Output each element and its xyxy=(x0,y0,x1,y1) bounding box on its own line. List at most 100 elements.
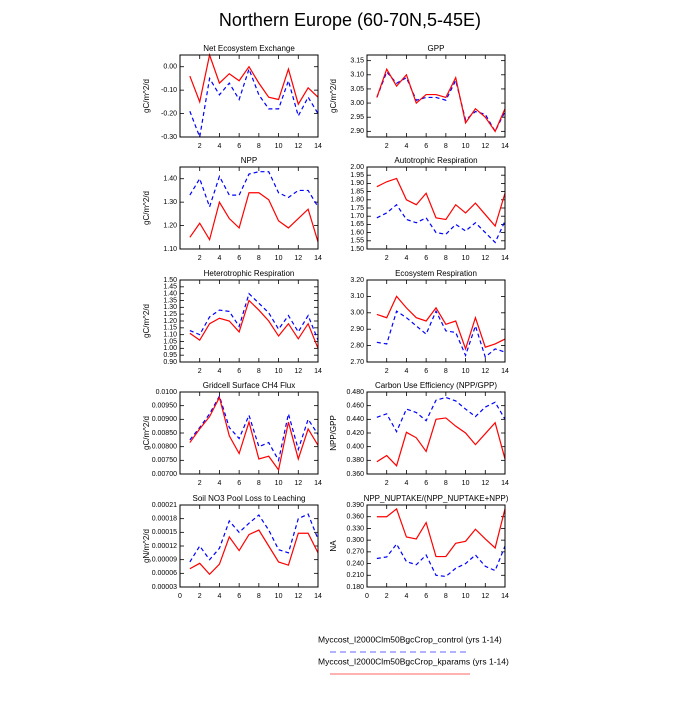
series-line xyxy=(189,171,319,209)
panel-title: Soil NO3 Pool Loss to Leaching xyxy=(193,494,306,503)
x-tick-label: 8 xyxy=(444,143,448,150)
y-tick-label: 3.20 xyxy=(350,277,364,284)
y-tick-label: 2.00 xyxy=(350,164,364,171)
y-tick-label: -0.10 xyxy=(161,87,177,94)
x-tick-label: 14 xyxy=(501,593,509,600)
x-tick-label: 8 xyxy=(257,143,261,150)
y-tick-label: 0.00950 xyxy=(152,403,177,410)
series-line xyxy=(376,507,506,558)
y-tick-label: 1.95 xyxy=(350,172,364,179)
x-tick-label: 14 xyxy=(314,368,322,375)
y-tick-label: 1.75 xyxy=(350,205,364,212)
x-tick-label: 14 xyxy=(314,143,322,150)
x-tick-label: 12 xyxy=(481,593,489,600)
y-tick-label: 0.00003 xyxy=(152,584,177,591)
x-tick-label: 6 xyxy=(237,255,241,262)
x-tick-label: 0 xyxy=(365,593,369,600)
y-axis-label: NPP/GPP xyxy=(329,415,338,451)
x-tick-label: 6 xyxy=(424,255,428,262)
series-line xyxy=(376,70,506,133)
x-tick-label: 2 xyxy=(385,593,389,600)
y-tick-label: 2.70 xyxy=(350,359,364,366)
plot-frame xyxy=(366,279,506,363)
x-tick-label: 12 xyxy=(294,368,302,375)
x-tick-label: 6 xyxy=(424,143,428,150)
y-axis-label: gC/m^2/d xyxy=(142,79,151,113)
series-line xyxy=(376,396,506,433)
y-tick-label: 1.40 xyxy=(163,176,177,183)
plot-frame xyxy=(366,504,506,588)
x-tick-label: 14 xyxy=(314,480,322,487)
series-line xyxy=(189,299,319,349)
x-tick-label: 14 xyxy=(501,143,509,150)
panel-title: NPP xyxy=(241,156,257,165)
y-tick-label: 1.55 xyxy=(350,238,364,245)
y-tick-label: 3.10 xyxy=(350,293,364,300)
y-tick-label: 0.00018 xyxy=(152,516,177,523)
x-tick-label: 2 xyxy=(198,593,202,600)
panel-title: Ecosystem Respiration xyxy=(395,269,477,278)
x-tick-label: 8 xyxy=(257,368,261,375)
x-tick-label: 10 xyxy=(462,368,470,375)
y-tick-label: 0.270 xyxy=(346,549,364,556)
y-tick-label: 0.00012 xyxy=(152,543,177,550)
x-tick-label: 14 xyxy=(314,255,322,262)
x-tick-label: 2 xyxy=(198,368,202,375)
series-line xyxy=(376,542,506,578)
y-tick-label: 0.360 xyxy=(346,471,364,478)
y-tick-label: 0.380 xyxy=(346,457,364,464)
panel-title: GPP xyxy=(428,44,445,53)
y-tick-label: 0.390 xyxy=(346,502,364,509)
x-tick-label: 2 xyxy=(385,143,389,150)
y-tick-label: 0.95 xyxy=(163,352,177,359)
x-tick-label: 12 xyxy=(481,143,489,150)
x-tick-label: 2 xyxy=(385,480,389,487)
x-tick-label: 4 xyxy=(404,593,408,600)
plot-frame xyxy=(179,166,319,250)
x-tick-label: 4 xyxy=(404,143,408,150)
x-tick-label: 10 xyxy=(462,143,470,150)
series-line xyxy=(189,529,319,576)
figure-title: Northern Europe (60-70N,5-45E) xyxy=(219,10,481,30)
y-tick-label: 0.240 xyxy=(346,560,364,567)
x-tick-label: 6 xyxy=(424,368,428,375)
y-tick-label: 0.00021 xyxy=(152,502,177,509)
y-tick-label: 0.00015 xyxy=(152,529,177,536)
y-tick-label: 0.00 xyxy=(163,64,177,71)
x-tick-label: 6 xyxy=(424,480,428,487)
x-tick-label: 4 xyxy=(217,593,221,600)
x-tick-label: 8 xyxy=(444,368,448,375)
y-axis-label: gC/m^2/d xyxy=(142,191,151,225)
legend-label: Myccost_I2000Clm50BgcCrop_control (yrs 1… xyxy=(318,634,502,644)
x-tick-label: 2 xyxy=(385,255,389,262)
x-tick-label: 2 xyxy=(198,143,202,150)
x-tick-label: 4 xyxy=(404,255,408,262)
x-tick-label: 8 xyxy=(257,480,261,487)
y-tick-label: 1.70 xyxy=(350,213,364,220)
y-tick-label: 0.400 xyxy=(346,444,364,451)
x-tick-label: 14 xyxy=(501,255,509,262)
x-tick-label: 10 xyxy=(275,143,283,150)
x-tick-label: 6 xyxy=(237,368,241,375)
y-tick-label: 0.480 xyxy=(346,389,364,396)
y-axis-label: gC/m^2/d xyxy=(142,304,151,338)
x-tick-label: 6 xyxy=(424,593,428,600)
plot-frame xyxy=(366,391,506,475)
x-tick-label: 4 xyxy=(217,368,221,375)
x-tick-label: 6 xyxy=(237,480,241,487)
series-line xyxy=(189,192,319,243)
y-tick-label: 1.40 xyxy=(163,291,177,298)
panel-title: Net Ecosystem Exchange xyxy=(203,44,295,53)
y-tick-label: 1.15 xyxy=(163,325,177,332)
y-tick-label: 3.05 xyxy=(350,86,364,93)
series-line xyxy=(189,67,319,140)
y-tick-label: 3.00 xyxy=(350,100,364,107)
y-tick-label: 0.460 xyxy=(346,403,364,410)
y-tick-label: 1.60 xyxy=(350,229,364,236)
series-line xyxy=(376,309,506,359)
y-tick-label: 1.20 xyxy=(163,318,177,325)
x-tick-label: 14 xyxy=(314,593,322,600)
y-tick-label: 1.50 xyxy=(350,246,364,253)
y-tick-label: 0.00009 xyxy=(152,557,177,564)
x-tick-label: 8 xyxy=(444,255,448,262)
